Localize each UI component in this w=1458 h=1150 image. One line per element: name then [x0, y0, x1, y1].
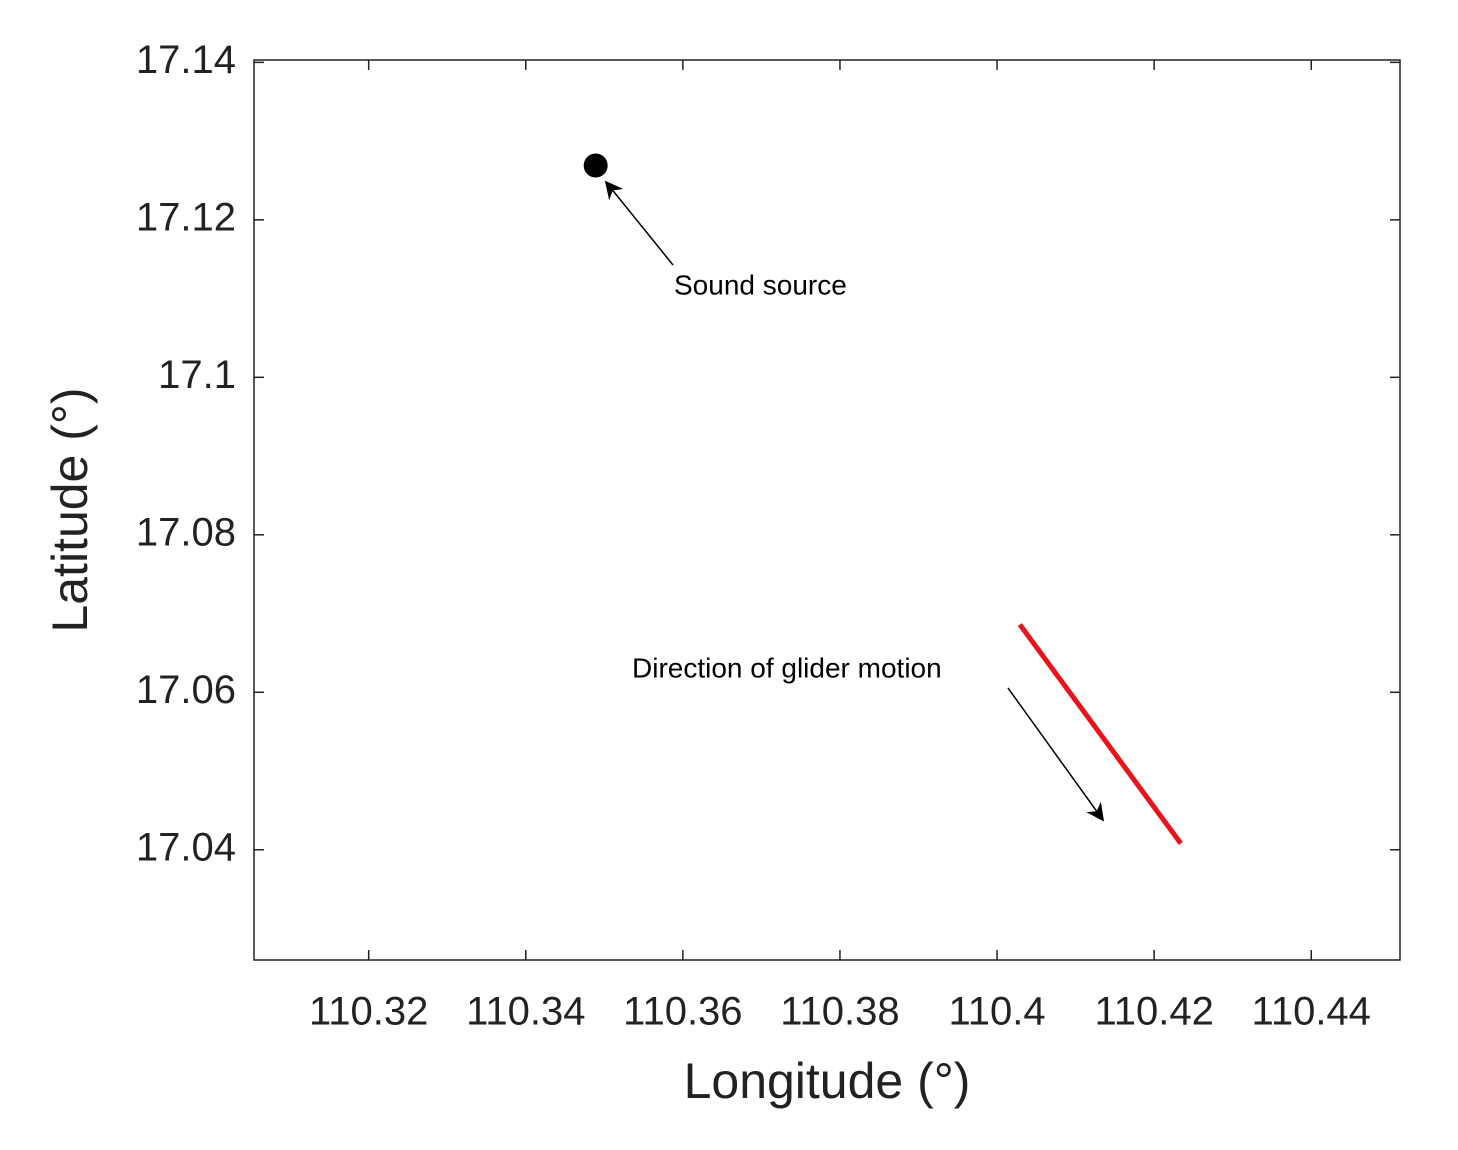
annotation-arrow: [1007, 687, 1105, 822]
x-tick-label: 110.38: [780, 990, 899, 1034]
x-tick-label: 110.32: [309, 990, 428, 1034]
y-tick-label: 17.1: [158, 353, 236, 397]
x-axis-label: Longitude (°): [684, 1053, 971, 1109]
y-tick-label: 17.04: [136, 825, 236, 869]
x-tick-label: 110.34: [466, 990, 585, 1034]
annotation-arrow: [604, 180, 674, 266]
y-tick-label: 17.08: [136, 510, 236, 554]
annotation: Direction of glider motion: [632, 652, 942, 683]
x-tick-label: 110.4: [948, 990, 1045, 1034]
y-tick-label: 17.14: [136, 38, 236, 82]
y-axis-label: Latitude (°): [42, 387, 98, 632]
point: [583, 153, 608, 178]
x-tick-label: 110.44: [1252, 990, 1371, 1034]
y-tick-label: 17.12: [136, 195, 236, 239]
x-tick-label: 110.42: [1094, 990, 1213, 1034]
annotation: Sound source: [674, 269, 847, 300]
track-line: [1017, 623, 1183, 845]
plot-frame: [253, 59, 1401, 961]
x-tick-label: 110.36: [623, 990, 742, 1034]
y-tick-label: 17.06: [136, 668, 236, 712]
